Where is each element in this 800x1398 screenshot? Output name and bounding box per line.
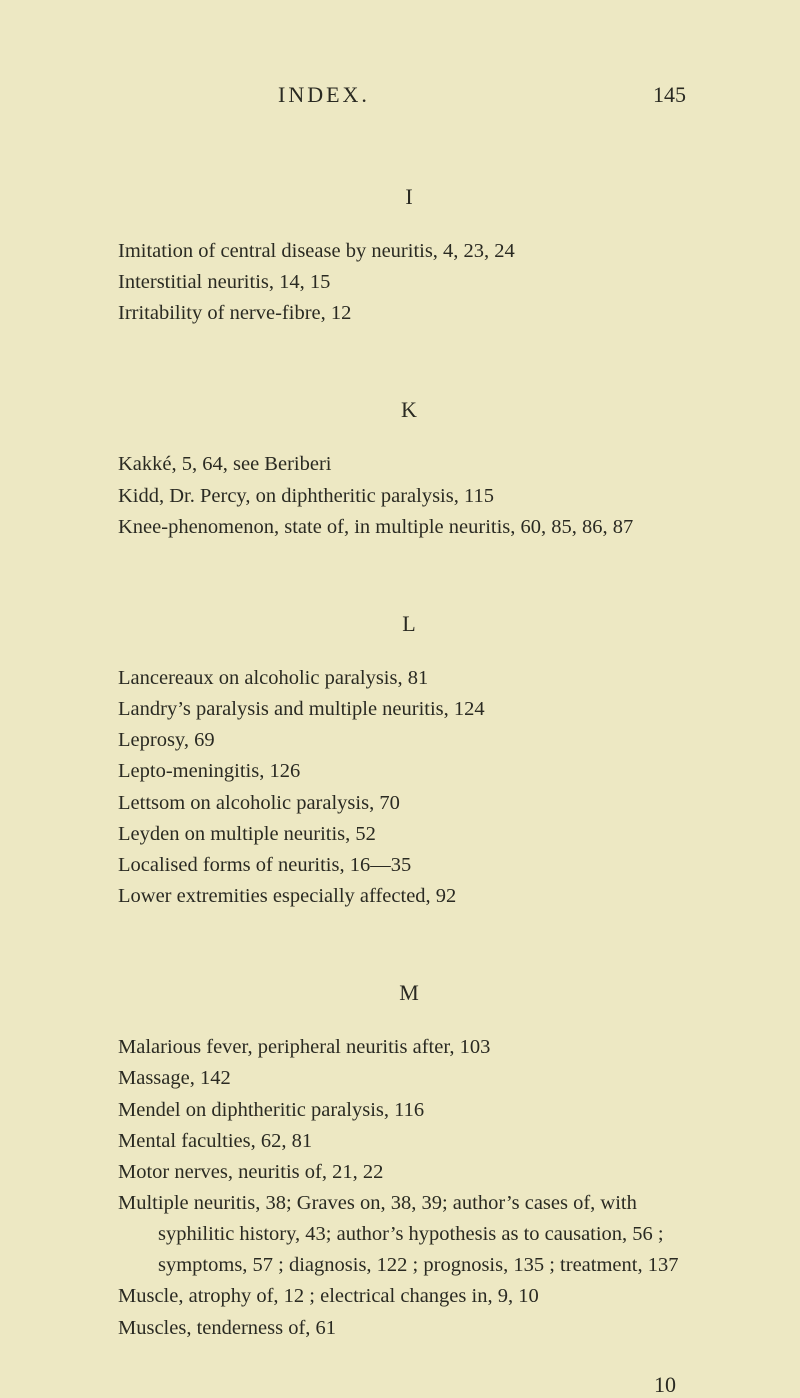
signature-number: 10: [118, 1372, 700, 1398]
index-entry: Lower extremities especially affected, 9…: [118, 881, 700, 912]
section-letter: K: [118, 397, 700, 423]
index-entry: Kakké, 5, 64, see Beriberi: [118, 449, 700, 480]
index-entry: Leprosy, 69: [118, 725, 700, 756]
index-entry: Leyden on multiple neuritis, 52: [118, 819, 700, 850]
index-entry: Imitation of central disease by neuritis…: [118, 236, 700, 267]
index-entry: Muscle, atrophy of, 12 ; electrical chan…: [118, 1281, 700, 1312]
index-section-M: M Malarious fever, peripheral neuritis a…: [118, 980, 700, 1344]
index-entry: Irritability of nerve-fibre, 12: [118, 298, 700, 329]
index-entry: Lepto-meningitis, 126: [118, 756, 700, 787]
index-entry: Interstitial neuritis, 14, 15: [118, 267, 700, 298]
page-header: INDEX. 145: [118, 82, 700, 108]
index-entry: Lancereaux on alcoholic paralysis, 81: [118, 663, 700, 694]
section-letter: L: [118, 611, 700, 637]
index-entry: Localised forms of neuritis, 16—35: [118, 850, 700, 881]
index-entry: Kidd, Dr. Percy, on diphtheritic paralys…: [118, 481, 700, 512]
index-entry: Lettsom on alcoholic paralysis, 70: [118, 788, 700, 819]
index-section-L: L Lancereaux on alcoholic paralysis, 81 …: [118, 611, 700, 912]
index-entry: Muscles, tenderness of, 61: [118, 1313, 700, 1344]
index-entry: Malarious fever, peripheral neuritis aft…: [118, 1032, 700, 1063]
index-entry: Knee-phenomenon, state of, in multiple n…: [118, 512, 700, 543]
header-page-number: 145: [653, 82, 686, 108]
section-letter: M: [118, 980, 700, 1006]
index-section-K: K Kakké, 5, 64, see Beriberi Kidd, Dr. P…: [118, 397, 700, 542]
section-letter: I: [118, 184, 700, 210]
index-entry: Massage, 142: [118, 1063, 700, 1094]
index-entry: Motor nerves, neuritis of, 21, 22: [118, 1157, 700, 1188]
index-entry: Landry’s paralysis and multiple neuritis…: [118, 694, 700, 725]
index-page: INDEX. 145 I Imitation of central diseas…: [0, 0, 800, 1322]
index-entry: Multiple neuritis, 38; Graves on, 38, 39…: [118, 1188, 700, 1281]
header-title: INDEX.: [278, 82, 370, 108]
index-entry: Mendel on diphtheritic paralysis, 116: [118, 1095, 700, 1126]
index-section-I: I Imitation of central disease by neurit…: [118, 184, 700, 329]
index-entry: Mental faculties, 62, 81: [118, 1126, 700, 1157]
